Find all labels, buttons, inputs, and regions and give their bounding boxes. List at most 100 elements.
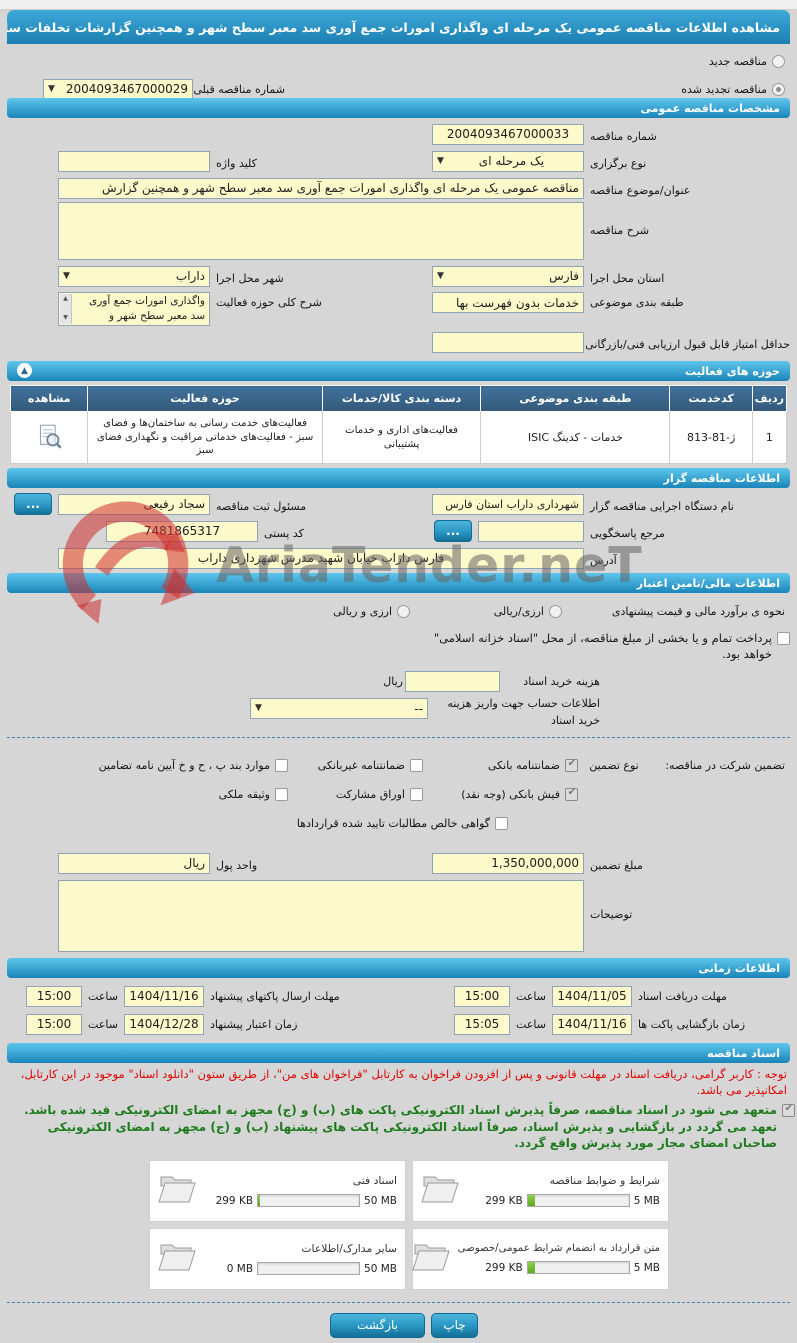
property-collateral-label: وثیقه ملکی: [218, 787, 270, 801]
subject-input[interactable]: مناقصه عمومی یک مرحله ای واگذاری امورات …: [58, 177, 584, 199]
net-claims-label: گواهی خالص مطالبات تایید شده قراردادها: [296, 816, 490, 830]
address-field: فارس داراب خیابان شهید مدرس شهرداری دارا…: [58, 547, 584, 569]
file-progressbar: [526, 1261, 630, 1275]
prev-tender-no-select[interactable]: 2004093467000029 ▼: [43, 78, 193, 100]
cell-code: ژ-81-813: [669, 411, 753, 464]
scope-textarea[interactable]: واگذاری امورات جمع آوری سد معبر سطح شهر …: [58, 292, 210, 326]
property-collateral-checkbox[interactable]: [275, 787, 288, 801]
doc-deadline-date: 1404/11/05: [552, 985, 632, 1007]
bank-guarantee-checkbox[interactable]: [565, 758, 578, 772]
cell-view: [9, 411, 89, 464]
participation-bonds-checkbox[interactable]: [410, 787, 423, 801]
bylaw-items-checkbox[interactable]: [275, 758, 288, 772]
registrar-more-button[interactable]: ...: [14, 493, 52, 515]
class-label: طبقه بندی موضوعی: [590, 296, 684, 309]
divider: [7, 737, 790, 739]
file-size: 0 MB: [226, 1262, 254, 1275]
activity-table: ردیف کدخدمت طبقه بندی موضوعی دسته بندی ک…: [9, 385, 788, 464]
keyword-input[interactable]: [58, 150, 210, 172]
province-select[interactable]: فارس ▼: [432, 265, 584, 287]
minscore-label: حداقل امتیاز قابل قبول ارزیابی فنی/بازرگ…: [585, 337, 790, 351]
file-max-size: 50 MB: [364, 1262, 397, 1275]
renewed-tender-radio[interactable]: [772, 82, 785, 96]
bank-receipt-checkbox[interactable]: [565, 787, 578, 801]
treasury-checkbox[interactable]: [777, 632, 790, 645]
hour-label: ساعت: [88, 989, 118, 1003]
submit-deadline-date: 1404/11/16: [124, 985, 204, 1007]
city-value: داراب: [175, 269, 205, 283]
docfee-input[interactable]: [405, 670, 500, 692]
file-size: 299 KB: [485, 1194, 523, 1207]
estimate-label: نحوه ی برآورد مالی و قیمت پیشنهادی: [611, 604, 785, 618]
desc-textarea[interactable]: [58, 202, 584, 260]
ref-input[interactable]: [478, 520, 584, 542]
new-tender-label: مناقصه جدید: [708, 54, 767, 68]
file-progressbar: [257, 1194, 361, 1208]
notes-textarea[interactable]: [58, 880, 584, 953]
scope-scrollbar[interactable]: ▲ ▼: [60, 294, 72, 324]
estimate-opt1-radio[interactable]: [549, 604, 562, 618]
amount-field: 1,350,000,000: [432, 852, 584, 874]
postal-label: کد پستی: [264, 526, 304, 540]
account-label-line1: اطلاعات حساب جهت واریز هزینه: [447, 697, 600, 711]
scroll-down-icon[interactable]: ▼: [63, 314, 68, 322]
file-progressbar: [526, 1194, 630, 1208]
new-tender-radio[interactable]: [772, 54, 785, 68]
guarantee-item: ضمانتنامه غیربانکی: [288, 758, 423, 772]
guarantee-item: وثیقه ملکی: [43, 787, 288, 801]
col-field: حوزه فعالیت: [87, 385, 323, 412]
document-card[interactable]: متن قرارداد به انضمام شرایط عمومی/خصوصی …: [411, 1227, 669, 1290]
section-financial-bar: اطلاعات مالی/تامین اعتبار: [7, 573, 790, 593]
cell-field: فعالیت‌های خدمت رسانی به ساختمان‌ها و فض…: [87, 411, 323, 464]
guarantee-item: فیش بانکی (وجه نقد): [423, 787, 578, 801]
tender-no-field: 2004093467000033: [432, 123, 584, 145]
commitment-checkbox[interactable]: [782, 1103, 795, 1118]
guarantee-type-label: نوع تضمین: [589, 758, 639, 772]
bank-receipt-label: فیش بانکی (وجه نقد): [461, 787, 560, 801]
file-max-size: 50 MB: [364, 1194, 397, 1207]
ref-more-button[interactable]: ...: [434, 520, 472, 542]
collapse-icon[interactable]: ▲: [17, 363, 32, 378]
section-specs-bar: مشخصات مناقصه عمومی: [7, 98, 790, 118]
cell-category: فعالیت‌های اداری و خدمات پشتیبانی: [321, 411, 482, 464]
net-claims-checkbox[interactable]: [495, 816, 508, 830]
folder-icon: [158, 1240, 198, 1278]
file-title: متن قرارداد به انضمام شرایط عمومی/خصوصی: [457, 1243, 660, 1255]
type-label: نوع برگزاری: [590, 156, 647, 170]
chevron-down-icon: ▼: [437, 270, 444, 281]
city-select[interactable]: داراب ▼: [58, 265, 210, 287]
estimate-opt2-label: ارزی و ریالی: [333, 604, 392, 618]
col-class: طبقه بندی موضوعی: [480, 385, 671, 412]
file-title: سایر مدارک/اطلاعات: [301, 1242, 397, 1256]
back-button[interactable]: بازگشت: [330, 1312, 425, 1338]
section-activity-bar: حوزه های فعالیت ▲: [7, 361, 790, 381]
scroll-up-icon[interactable]: ▲: [63, 295, 68, 302]
validity-date: 1404/12/28: [124, 1013, 204, 1035]
agency-name-label: نام دستگاه اجرایی مناقصه گزار: [590, 499, 734, 513]
subject-label: عنوان/موضوع مناقصه: [590, 183, 691, 197]
doc-deadline-time: 15:00: [454, 985, 510, 1007]
col-code: کدخدمت: [669, 385, 753, 412]
chevron-down-icon: ▼: [63, 270, 70, 281]
view-document-icon[interactable]: [36, 423, 63, 453]
file-progress-fill: [527, 1195, 535, 1207]
folder-icon: [421, 1172, 461, 1210]
footer-buttons: بازگشت چاپ: [0, 1312, 797, 1343]
print-button[interactable]: چاپ: [431, 1312, 478, 1338]
documents-note-green: متعهد می شود در اسناد مناقصه، صرفاً پذیر…: [24, 1103, 777, 1151]
nonbank-guarantee-checkbox[interactable]: [410, 758, 423, 772]
address-label: آدرس: [590, 553, 617, 567]
account-select[interactable]: -- ▼: [250, 698, 428, 720]
guarantee-item: اوراق مشارکت: [288, 787, 423, 801]
document-card[interactable]: سایر مدارک/اطلاعات 0 MB 50 MB: [149, 1227, 406, 1290]
opening-time: 15:05: [454, 1013, 510, 1035]
bank-guarantee-label: ضمانتنامه بانکی: [487, 758, 560, 772]
treasury-note: پرداخت تمام و یا بخشی از مبلغ مناقصه، از…: [433, 631, 772, 662]
document-card[interactable]: شرایط و ضوابط مناقصه 299 KB 5 MB: [412, 1159, 669, 1222]
document-card[interactable]: اسناد فنی 299 KB 50 MB: [149, 1159, 406, 1222]
estimate-opt2-radio[interactable]: [397, 604, 410, 618]
type-select[interactable]: یک مرحله ای ▼: [432, 150, 584, 172]
minscore-input[interactable]: [432, 331, 584, 353]
estimate-opt1-group: ارزی/ریالی: [462, 604, 562, 618]
opening-date: 1404/11/16: [552, 1013, 632, 1035]
